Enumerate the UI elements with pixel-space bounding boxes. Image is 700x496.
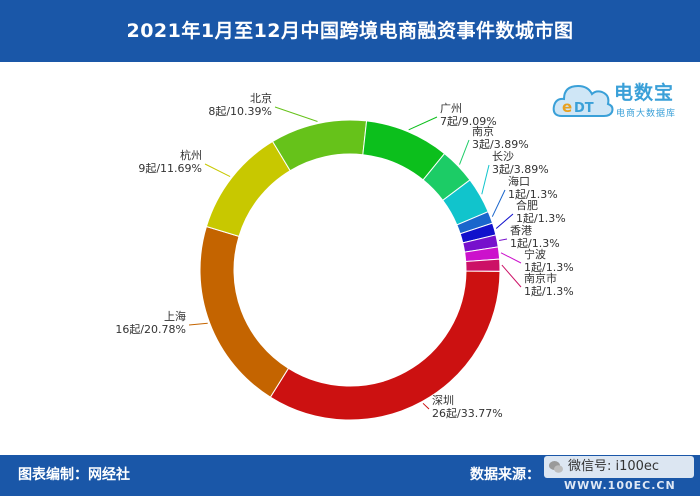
slice-上海 bbox=[199, 225, 290, 398]
leader-line-杭州 bbox=[204, 163, 231, 178]
slice-value-label: 3起/3.89% bbox=[472, 138, 529, 151]
slice-value-label: 7起/9.09% bbox=[440, 115, 497, 128]
slice-value-label: 3起/3.89% bbox=[492, 163, 549, 176]
slice-南京市 bbox=[465, 258, 501, 272]
wechat-icon bbox=[549, 461, 563, 473]
slice-value-label: 1起/1.3% bbox=[524, 285, 574, 298]
leader-line-广州 bbox=[408, 116, 438, 131]
slice-name-label: 南京市 bbox=[524, 271, 557, 285]
slice-深圳 bbox=[269, 270, 501, 421]
edt-logo: e DT 电数宝 电商大数据库 bbox=[552, 72, 692, 132]
logo-brand-text: 电数宝 bbox=[614, 82, 675, 104]
donut-slices bbox=[199, 119, 501, 421]
slice-value-label: 9起/11.69% bbox=[138, 162, 202, 175]
leader-line-长沙 bbox=[481, 164, 490, 195]
leader-line-宁波 bbox=[500, 252, 522, 264]
slice-name-label: 南京 bbox=[472, 124, 494, 138]
footer-credit: 图表编制：网经社 bbox=[18, 467, 130, 483]
wechat-badge: 微信号: i100ec bbox=[544, 456, 694, 478]
leader-line-深圳 bbox=[422, 402, 430, 410]
leader-line-海口 bbox=[491, 189, 506, 217]
slice-name-label: 香港 bbox=[510, 224, 532, 237]
slice-name-label: 北京 bbox=[250, 91, 272, 105]
slice-value-label: 8起/10.39% bbox=[208, 105, 272, 118]
slice-name-label: 上海 bbox=[164, 309, 186, 323]
slice-value-label: 1起/1.3% bbox=[510, 237, 560, 250]
slice-value-label: 1起/1.3% bbox=[508, 188, 558, 201]
leader-line-香港 bbox=[499, 238, 508, 241]
svg-text:DT: DT bbox=[574, 101, 594, 116]
header-bar bbox=[0, 0, 700, 62]
logo-subtitle: 电商大数据库 bbox=[616, 109, 677, 119]
slice-value-label: 1起/1.3% bbox=[516, 212, 566, 225]
leader-line-北京 bbox=[274, 106, 318, 122]
chart-title: 2021年1月至12月中国跨境电商融资事件数城市图 bbox=[126, 20, 574, 42]
slice-name-label: 合肥 bbox=[516, 198, 538, 212]
slice-value-label: 1起/1.3% bbox=[524, 261, 574, 274]
leader-line-南京市 bbox=[501, 264, 522, 288]
slice-name-label: 长沙 bbox=[492, 150, 514, 163]
cloud-logo-icon: e DT bbox=[552, 84, 614, 117]
slice-value-label: 16起/20.78% bbox=[115, 323, 186, 336]
slice-value-label: 26起/33.77% bbox=[432, 407, 503, 420]
leader-line-上海 bbox=[188, 322, 208, 326]
footer-source: 数据来源： bbox=[470, 467, 540, 483]
slice-name-label: 宁波 bbox=[524, 247, 546, 261]
wechat-id: 微信号: i100ec bbox=[568, 459, 660, 474]
slice-name-label: 海口 bbox=[508, 174, 530, 188]
slice-name-label: 广州 bbox=[440, 102, 462, 115]
slice-name-label: 深圳 bbox=[432, 394, 454, 407]
site-watermark: WWW.100EC.CN bbox=[564, 479, 676, 492]
slice-name-label: 杭州 bbox=[180, 148, 202, 162]
leader-lines bbox=[188, 106, 522, 410]
slice-杭州 bbox=[205, 140, 291, 237]
svg-text:e: e bbox=[562, 98, 572, 116]
slice-北京 bbox=[271, 119, 368, 172]
leader-line-南京 bbox=[459, 139, 470, 165]
leader-line-合肥 bbox=[495, 213, 514, 229]
